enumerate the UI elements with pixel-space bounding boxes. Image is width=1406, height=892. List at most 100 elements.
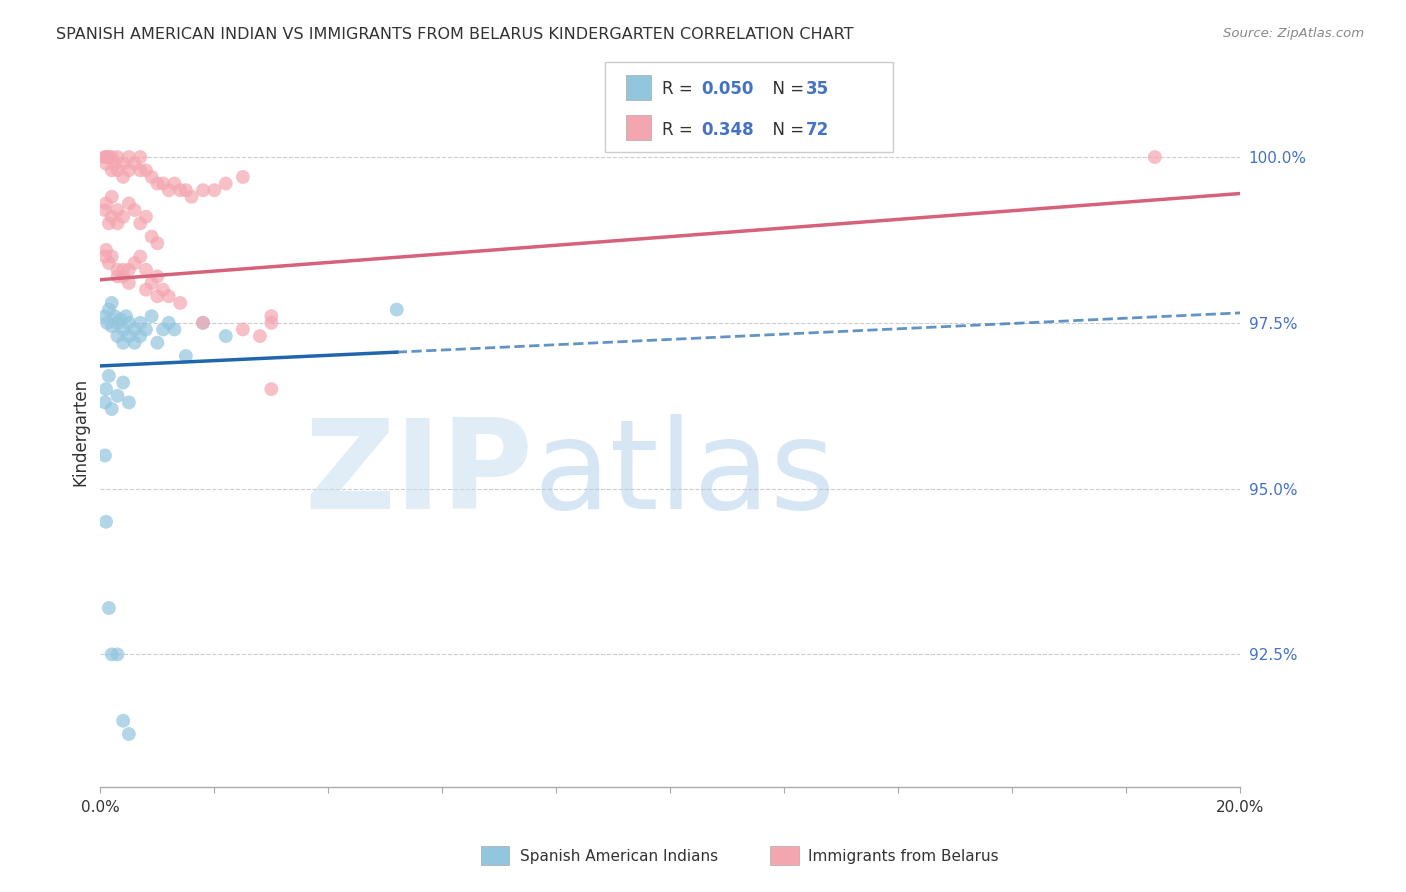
Point	[112, 335, 135, 350]
Text: Immigrants from Belarus: Immigrants from Belarus	[808, 849, 1000, 863]
Point	[100, 250, 122, 264]
Text: 72: 72	[806, 120, 830, 138]
Point	[129, 163, 152, 178]
Point	[110, 312, 132, 326]
Point	[94, 250, 117, 264]
Point	[202, 183, 225, 197]
Point	[152, 177, 174, 191]
Point	[112, 169, 135, 184]
Point	[152, 283, 174, 297]
Point	[174, 349, 197, 363]
Point	[118, 727, 141, 741]
Point	[141, 276, 163, 290]
Point	[135, 163, 157, 178]
Point	[94, 203, 117, 218]
Point	[97, 601, 120, 615]
Text: 0.050: 0.050	[702, 80, 754, 98]
Point	[112, 156, 135, 170]
Point	[146, 236, 169, 251]
Point	[118, 395, 141, 409]
Point	[129, 250, 152, 264]
Point	[107, 316, 129, 330]
Point	[97, 150, 120, 164]
Point	[94, 382, 117, 396]
Point	[180, 190, 202, 204]
Text: 35: 35	[806, 80, 828, 98]
Point	[100, 163, 122, 178]
Text: atlas: atlas	[533, 414, 835, 535]
Text: Spanish American Indians: Spanish American Indians	[520, 849, 718, 863]
Point	[118, 329, 141, 343]
Point	[100, 150, 122, 164]
Point	[157, 289, 180, 303]
Point	[157, 316, 180, 330]
Point	[97, 216, 120, 230]
Text: Source: ZipAtlas.com: Source: ZipAtlas.com	[1223, 27, 1364, 40]
Point	[100, 319, 122, 334]
Point	[1143, 150, 1166, 164]
Point	[97, 256, 120, 270]
Point	[112, 262, 135, 277]
Text: ZIP: ZIP	[305, 414, 533, 535]
Point	[141, 309, 163, 323]
Point	[135, 283, 157, 297]
Point	[146, 335, 169, 350]
Point	[135, 262, 157, 277]
Point	[104, 309, 127, 323]
Point	[129, 150, 152, 164]
Point	[107, 203, 129, 218]
Point	[146, 289, 169, 303]
Point	[112, 269, 135, 284]
Text: R =: R =	[662, 80, 699, 98]
Point	[100, 296, 122, 310]
Point	[260, 309, 283, 323]
Point	[118, 276, 141, 290]
Point	[191, 316, 214, 330]
Text: N =: N =	[762, 120, 810, 138]
Point	[191, 183, 214, 197]
Point	[129, 329, 152, 343]
Point	[260, 382, 283, 396]
Point	[118, 196, 141, 211]
Point	[135, 322, 157, 336]
Point	[157, 183, 180, 197]
Point	[118, 316, 141, 330]
Point	[385, 302, 408, 317]
Point	[129, 316, 152, 330]
Point	[112, 322, 135, 336]
Point	[232, 322, 254, 336]
Point	[107, 150, 129, 164]
Text: 0.348: 0.348	[702, 120, 754, 138]
Point	[135, 210, 157, 224]
Point	[94, 150, 117, 164]
Point	[129, 216, 152, 230]
Point	[124, 335, 146, 350]
Text: SPANISH AMERICAN INDIAN VS IMMIGRANTS FROM BELARUS KINDERGARTEN CORRELATION CHAR: SPANISH AMERICAN INDIAN VS IMMIGRANTS FR…	[56, 27, 853, 42]
Point	[94, 309, 117, 323]
Point	[104, 156, 127, 170]
Point	[169, 296, 191, 310]
Point	[94, 196, 117, 211]
Point	[107, 389, 129, 403]
Point	[112, 714, 135, 728]
Point	[107, 216, 129, 230]
Point	[96, 316, 118, 330]
Point	[100, 648, 122, 662]
Point	[118, 150, 141, 164]
Point	[94, 150, 117, 164]
Point	[215, 329, 238, 343]
Point	[141, 229, 163, 244]
Point	[141, 169, 163, 184]
Point	[97, 368, 120, 383]
Point	[146, 269, 169, 284]
Point	[260, 316, 283, 330]
Point	[94, 395, 117, 409]
Point	[100, 210, 122, 224]
Point	[112, 210, 135, 224]
Point	[124, 256, 146, 270]
Point	[94, 156, 117, 170]
Point	[215, 177, 238, 191]
Point	[124, 322, 146, 336]
Point	[115, 309, 138, 323]
Point	[163, 322, 186, 336]
